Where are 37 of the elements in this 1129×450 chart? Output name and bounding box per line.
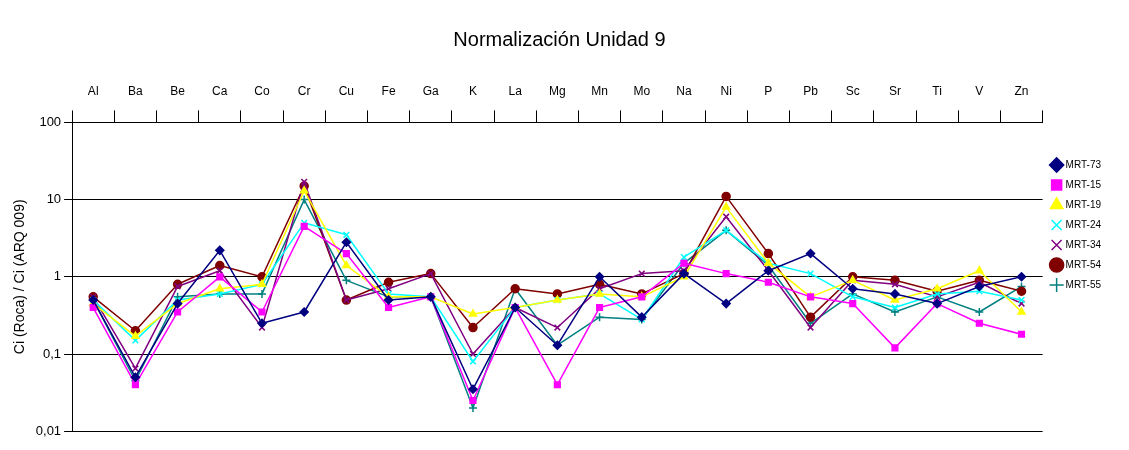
x-tick-label: Co (254, 83, 270, 98)
y-tick-label: 0,1 (43, 345, 62, 361)
chart-title: Normalización Unidad 9 (453, 27, 666, 50)
x-tick-label: Pb (803, 83, 819, 98)
x-tick-label: K (468, 83, 477, 98)
legend-label: MRT-24 (1065, 218, 1102, 230)
y-axis-title: Ci (Roca) / Ci (ARQ 009) (11, 199, 28, 355)
x-tick-label: Cu (338, 83, 355, 98)
x-tick-label: Mo (633, 83, 651, 98)
x-tick-label: Mg (549, 83, 566, 98)
y-tick-label: 100 (39, 113, 62, 129)
x-tick-label: Na (676, 83, 692, 98)
legend-label: MRT-55 (1065, 278, 1102, 290)
x-tick-label: Ti (932, 83, 942, 98)
y-tick-label: 0,01 (35, 422, 62, 438)
y-tick-label: 10 (46, 191, 62, 207)
x-tick-label: Zn (1014, 83, 1029, 98)
x-tick-label: Sc (845, 83, 860, 98)
x-tick-label: Ba (128, 83, 144, 98)
x-tick-label: P (764, 83, 773, 98)
x-tick-label: Ga (422, 83, 440, 98)
x-tick-label: V (975, 83, 984, 98)
x-tick-label: Cr (297, 83, 311, 98)
legend-label: MRT-54 (1065, 258, 1102, 270)
x-tick-label: Al (87, 83, 99, 98)
x-tick-label: Ni (720, 83, 732, 98)
legend-label: MRT-34 (1065, 238, 1102, 250)
y-tick-label: 1 (53, 268, 62, 284)
x-tick-label: Mn (591, 83, 608, 98)
legend-label: MRT-15 (1065, 178, 1102, 190)
x-tick-label: Fe (381, 83, 396, 98)
x-tick-label: La (508, 83, 523, 98)
legend-label: MRT-73 (1065, 158, 1102, 170)
legend-label: MRT-19 (1065, 198, 1102, 210)
x-tick-label: Be (170, 83, 186, 98)
x-tick-label: Ca (212, 83, 228, 98)
x-tick-label: Sr (888, 83, 901, 98)
